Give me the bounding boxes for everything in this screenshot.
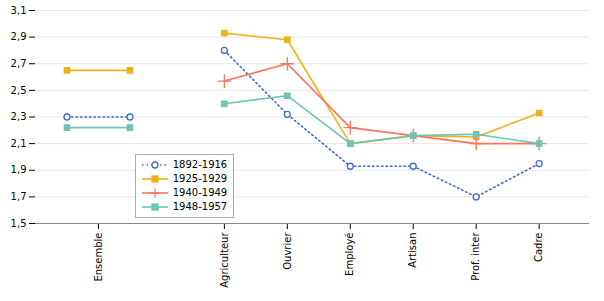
svg-text:2,7: 2,7 [11,58,27,69]
svg-text:2,9: 2,9 [11,31,27,42]
html-text:1925-1929: 1925-1929 [172,172,228,184]
html-text:1948-1957: 1948-1957 [172,200,228,212]
svg-text:1,9: 1,9 [11,164,27,175]
html-text:1940-1949: 1940-1949 [172,186,228,198]
html-text:1892-1916: 1892-1916 [172,158,228,170]
svg-text:Employé: Employé [344,233,355,276]
svg-text:2,5: 2,5 [11,85,27,96]
svg-text:Cadre: Cadre [533,233,544,263]
svg-text:Artisan: Artisan [407,233,418,268]
svg-text:3,1: 3,1 [11,5,27,16]
svg-text:Ensemble: Ensemble [93,233,104,282]
svg-text:2,1: 2,1 [11,138,27,149]
svg-text:1,5: 1,5 [11,218,27,229]
svg-text:Prof. inter: Prof. inter [470,232,481,281]
svg-text:Agriculteur: Agriculteur [219,232,230,288]
svg-text:1,7: 1,7 [11,191,27,202]
svg-text:2,3: 2,3 [11,111,27,122]
svg-text:Ouvrier: Ouvrier [282,232,293,270]
